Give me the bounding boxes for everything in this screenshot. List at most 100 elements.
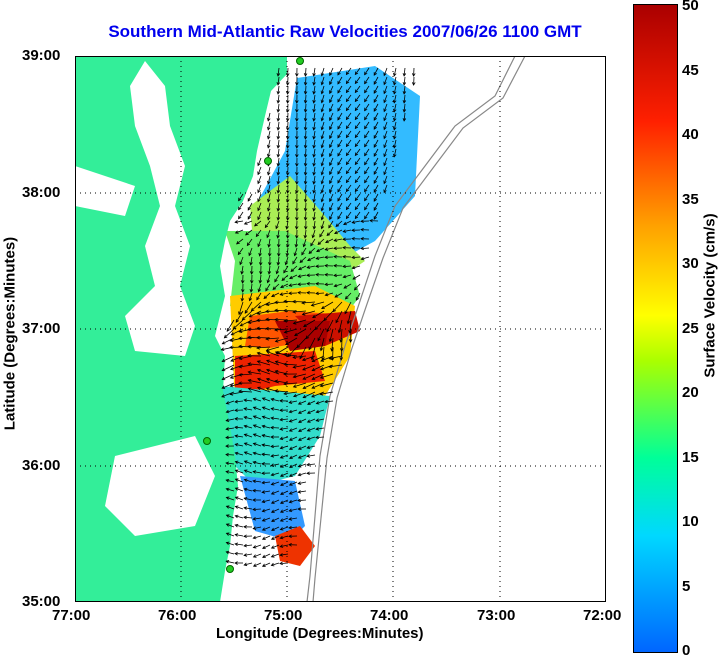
velocity-vector-head: [236, 241, 240, 245]
velocity-vector-head: [285, 252, 290, 257]
velocity-vector-head: [288, 473, 293, 477]
velocity-vector-head: [279, 509, 284, 513]
velocity-vector: [383, 157, 388, 166]
velocity-vector-head: [354, 125, 359, 130]
velocity-vector: [346, 121, 352, 129]
velocity-vector-head: [317, 337, 321, 342]
velocity-vector: [230, 382, 244, 387]
velocity-vector: [277, 112, 280, 121]
velocity-vector-head: [303, 234, 308, 239]
velocity-vector-head: [285, 118, 290, 122]
velocity-vector: [289, 409, 298, 413]
velocity-vector: [271, 481, 280, 485]
velocity-vector-head: [329, 81, 333, 86]
velocity-vector-head: [383, 153, 387, 158]
velocity-vector-head: [364, 116, 368, 121]
velocity-vector-head: [279, 436, 284, 441]
velocity-vector: [267, 175, 271, 184]
contour-shelf-break-2: [312, 56, 526, 602]
velocity-vector-head: [311, 385, 316, 389]
velocity-vector-head: [310, 242, 314, 247]
velocity-vector-head: [301, 357, 306, 362]
velocity-vector-head: [320, 117, 325, 122]
velocity-vector-head: [294, 332, 298, 337]
velocity-vector-head: [329, 180, 333, 185]
velocity-vector-head: [315, 264, 319, 268]
velocity-vector-head: [329, 216, 333, 221]
velocity-vector: [373, 211, 379, 220]
velocity-vector-head: [252, 535, 257, 540]
velocity-vector: [364, 130, 370, 138]
velocity-vector-head: [295, 217, 299, 221]
velocity-vector: [354, 67, 361, 75]
velocity-vector: [313, 211, 316, 220]
velocity-vector-head: [354, 215, 359, 220]
velocity-patch-south-tip: [275, 526, 315, 566]
velocity-vector-head: [311, 376, 316, 380]
y-tick-label: 36:00: [22, 457, 61, 474]
velocity-vector: [284, 328, 298, 333]
velocity-vector: [280, 418, 289, 421]
velocity-vector-head: [345, 116, 350, 121]
velocity-vector: [271, 517, 280, 522]
velocity-vector-head: [267, 126, 271, 131]
velocity-vector: [226, 409, 235, 413]
velocity-vector-head: [311, 367, 316, 372]
velocity-vector: [307, 400, 316, 405]
colorbar-tick-label: 20: [682, 384, 699, 401]
velocity-vector-head: [295, 145, 299, 149]
velocity-vector: [364, 166, 370, 174]
velocity-vector-head: [320, 198, 325, 203]
velocity-vector-head: [225, 427, 230, 431]
velocity-vector-head: [243, 487, 248, 492]
velocity-vector-head: [373, 180, 378, 184]
velocity-vector: [313, 94, 316, 103]
velocity-vector-head: [297, 446, 302, 450]
velocity-vector-head: [312, 216, 316, 221]
velocity-vector: [266, 351, 280, 357]
velocity-vector-head: [225, 505, 230, 509]
velocity-vector-head: [252, 479, 257, 484]
velocity-vector-head: [373, 117, 378, 121]
velocity-vector-head: [288, 283, 293, 287]
velocity-vector-head: [329, 198, 333, 203]
velocity-vector: [235, 534, 244, 537]
velocity-vector-head: [243, 451, 248, 455]
velocity-vector-head: [337, 161, 341, 166]
velocity-vector: [265, 283, 271, 292]
velocity-vector: [346, 94, 352, 102]
velocity-vector: [329, 76, 334, 85]
velocity-vector-head: [238, 364, 243, 369]
velocity-vector: [289, 427, 298, 432]
velocity-vector: [226, 319, 235, 332]
velocity-vector: [297, 499, 307, 501]
velocity-vector: [305, 157, 307, 167]
velocity-vector-head: [247, 320, 252, 324]
velocity-vector-head: [337, 329, 342, 334]
velocity-vector-head: [285, 163, 290, 167]
velocity-vector: [261, 453, 271, 456]
velocity-vector-head: [285, 73, 290, 77]
velocity-vector-head: [285, 199, 290, 203]
velocity-vector: [337, 112, 343, 121]
velocity-vector-head: [267, 189, 271, 194]
velocity-vector: [222, 355, 235, 362]
velocity-vector-head: [250, 280, 254, 284]
velocity-vector-head: [256, 360, 261, 364]
velocity-vector-head: [348, 339, 353, 343]
velocity-vector-head: [221, 367, 226, 372]
velocity-vector-head: [270, 482, 275, 486]
velocity-vector: [248, 247, 253, 256]
velocity-vector-head: [261, 443, 266, 447]
velocity-vector-head: [373, 144, 378, 148]
velocity-vector-head: [393, 135, 397, 140]
velocity-vector-head: [229, 345, 233, 350]
velocity-vector: [307, 427, 316, 432]
velocity-vector: [307, 418, 316, 423]
velocity-vector-head: [238, 197, 242, 202]
velocity-vector-head: [393, 153, 397, 158]
velocity-vector-head: [383, 189, 387, 194]
velocity-vector: [313, 202, 316, 211]
radar-station-marker: [203, 437, 211, 445]
velocity-vector-head: [274, 351, 279, 355]
